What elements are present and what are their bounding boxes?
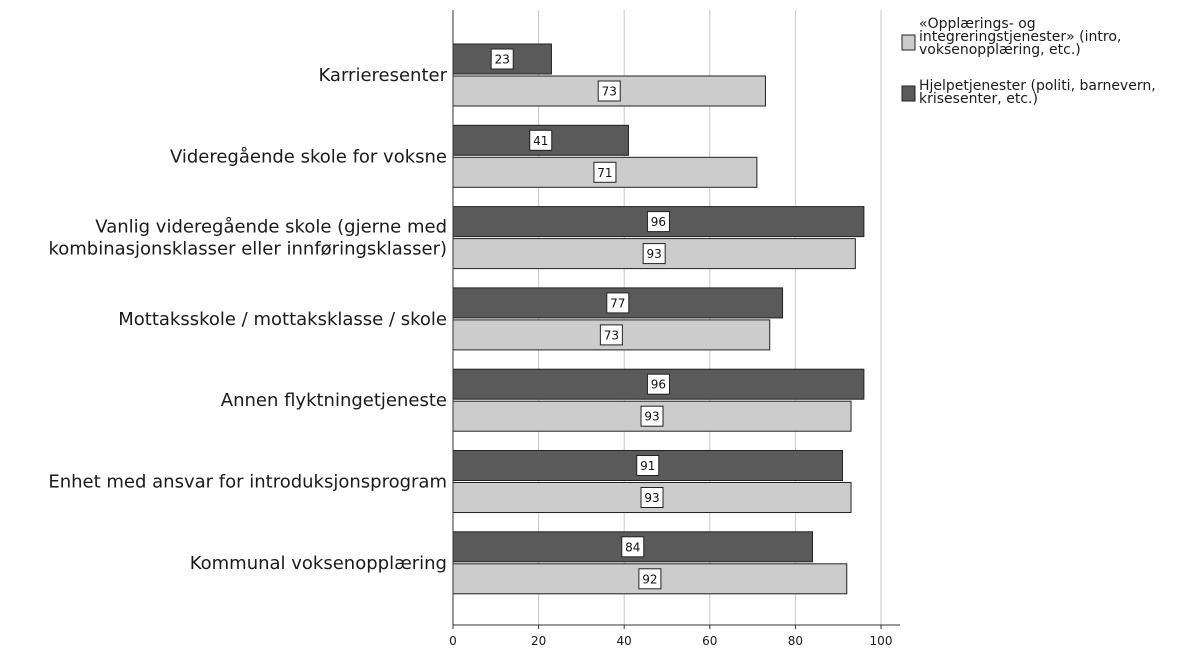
data-label-box-1-5: [640, 487, 664, 508]
data-label-box-0-5: [636, 455, 660, 476]
data-label-box-1-4: [640, 405, 664, 427]
data-label-1-0: 73: [602, 85, 617, 99]
x-tick-label-100: 100: [870, 634, 893, 648]
data-label-0-1: 41: [533, 134, 548, 148]
data-label-1-6: 92: [642, 572, 657, 586]
data-label-0-2: 96: [651, 215, 666, 229]
data-label-box-0-1: [529, 129, 553, 151]
category-label-3: Mottaksskole / mottaksklasse / skole: [118, 309, 447, 330]
legend-swatch-1: [901, 85, 916, 102]
category-label-1: Videregående skole for voksne: [170, 146, 447, 167]
x-tick-label-40: 40: [617, 634, 632, 648]
data-label-1-4: 93: [644, 410, 659, 424]
x-tick-label-0: 0: [449, 634, 457, 648]
data-label-0-6: 84: [625, 540, 640, 554]
legend-entry-1: Hjelpetjenester (politi, barnevern, krise…: [919, 78, 1156, 107]
data-label-0-5: 91: [640, 459, 655, 473]
legend-swatch-0: [901, 34, 916, 51]
data-label-box-1-6: [638, 568, 662, 590]
data-label-1-1: 71: [597, 166, 612, 180]
legend: «Opplærings- og integreringstjenester» (i…: [901, 16, 1156, 107]
axes: [452, 10, 900, 626]
data-label-box-1-0: [597, 80, 621, 102]
legend-entry-0: «Opplærings- og integreringstjenester» (i…: [919, 16, 1121, 58]
data-label-box-1-3: [599, 324, 623, 346]
category-label-6: Kommunal voksenopplæring: [190, 553, 447, 574]
data-label-box-0-0: [490, 48, 514, 70]
bars: [452, 43, 865, 595]
x-tick-labels: 0 20 40 60 80 100: [449, 625, 892, 648]
category-label-5: Enhet med ansvar for introduksjonsprogra…: [48, 472, 447, 493]
data-label-box-0-2: [646, 211, 670, 233]
x-tick-label-20: 20: [531, 634, 546, 648]
data-label-0-3: 77: [610, 296, 625, 310]
data-label-box-1-1: [593, 161, 617, 183]
category-labels: Karrieresenter Videregående skole for vok…: [48, 65, 447, 574]
x-tick-label-80: 80: [788, 634, 803, 648]
category-label-2: Vanlig videregående skole (gjerne med kom…: [48, 217, 447, 260]
data-label-1-3: 73: [604, 328, 619, 342]
x-tick-label-60: 60: [702, 634, 717, 648]
data-label-0-0: 23: [495, 53, 510, 67]
category-label-0: Karrieresenter: [318, 65, 447, 86]
data-label-box-0-3: [606, 292, 630, 314]
data-label-box-1-2: [642, 243, 666, 265]
data-label-box-0-4: [646, 373, 670, 395]
data-labels: 23 73 41 71 96 93 77 73 96 93 91 93 84 92: [490, 48, 670, 590]
data-label-1-2: 93: [647, 247, 662, 261]
data-label-0-4: 96: [651, 378, 666, 392]
category-label-4: Annen flyktningetjeneste: [221, 390, 447, 411]
data-label-box-0-6: [621, 536, 645, 558]
data-label-1-5: 93: [644, 491, 659, 505]
